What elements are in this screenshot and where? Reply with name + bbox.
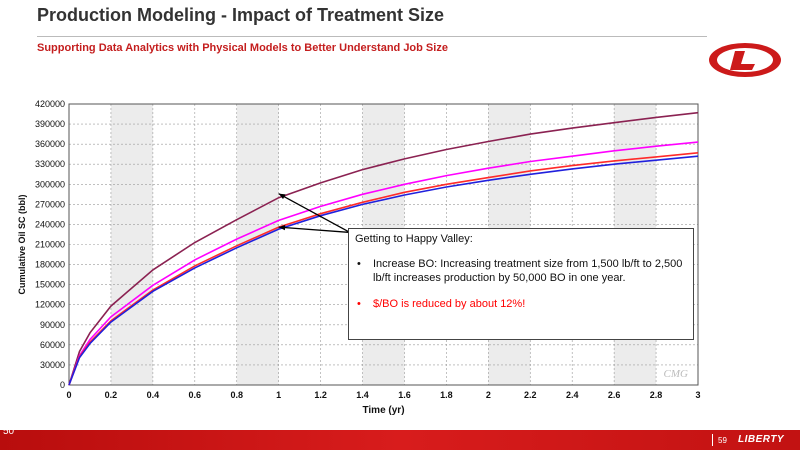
callout-bullet-1: • Increase BO: Increasing treatment size… [355, 257, 687, 285]
y-tick-label: 90000 [40, 320, 65, 330]
y-tick-label: 240000 [35, 219, 65, 229]
callout-list: • Increase BO: Increasing treatment size… [355, 257, 687, 311]
plot-frame [68, 103, 699, 386]
series-line [68, 111, 699, 386]
cmg-watermark: CMG [664, 368, 689, 380]
callout-bullet-text: Increase BO: Increasing treatment size f… [373, 258, 683, 284]
y-tick-label: 360000 [35, 139, 65, 149]
x-tick-label: 0.4 [147, 390, 160, 400]
y-tick-label: 330000 [35, 159, 65, 169]
y-tick-label: 120000 [35, 300, 65, 310]
bullet-glyph: • [357, 298, 361, 310]
x-tick-label: 1.2 [314, 390, 327, 400]
y-tick-label: 420000 [35, 99, 65, 109]
y-tick-label: 180000 [35, 260, 65, 270]
y-tick-label: 300000 [35, 179, 65, 189]
footer-divider [712, 434, 713, 446]
y-tick-label: 30000 [40, 360, 65, 370]
callout-bullet-2: • $/BO is reduced by about 12%! [355, 297, 687, 311]
x-tick-label: 1.6 [398, 390, 411, 400]
x-tick-label: 2.6 [608, 390, 621, 400]
x-tick-label: 1.4 [356, 390, 369, 400]
footer-left-label: 50 [3, 426, 15, 437]
x-tick-label: 2 [486, 390, 491, 400]
series-line [68, 155, 699, 386]
page-subtitle: Supporting Data Analytics with Physical … [37, 42, 448, 54]
x-axis-label: Time (yr) [362, 405, 404, 416]
series-line [68, 152, 699, 386]
callout-heading: Getting to Happy Valley: [355, 233, 473, 245]
x-tick-label: 2.2 [524, 390, 537, 400]
series-line [68, 141, 699, 386]
x-tick-label: 1 [276, 390, 281, 400]
annotation-arrow [278, 193, 351, 234]
page-number: 59 [718, 436, 727, 445]
y-axis-label: Cumulative Oil SC (bbl) [17, 194, 27, 294]
page-title: Production Modeling - Impact of Treatmen… [37, 5, 445, 25]
bullet-glyph: • [357, 258, 361, 270]
x-tick-label: 2.8 [650, 390, 663, 400]
x-tick-label: 0 [66, 390, 71, 400]
x-tick-label: 0.8 [230, 390, 243, 400]
y-tick-label: 210000 [35, 240, 65, 250]
annotation-arrowhead [278, 224, 286, 231]
x-tick-label: 1.8 [440, 390, 453, 400]
y-tick-label: 270000 [35, 199, 65, 209]
x-tick-label: 3 [695, 390, 700, 400]
x-tick-label: 2.4 [566, 390, 579, 400]
y-tick-label: 60000 [40, 340, 65, 350]
annotation-arrow [278, 226, 351, 234]
footer-brand: LIBERTY [738, 434, 785, 445]
y-tick-label: 150000 [35, 280, 65, 290]
y-tick-label: 390000 [35, 119, 65, 129]
x-tick-label: 0.6 [189, 390, 202, 400]
y-tick-label: 0 [60, 380, 65, 390]
x-tick-label: 0.2 [105, 390, 118, 400]
annotation-arrowhead [278, 193, 286, 200]
title-rule [37, 36, 707, 37]
footer-bar [0, 430, 800, 450]
callout-bullet-text: $/BO is reduced by about 12%! [373, 298, 526, 310]
callout-box: Getting to Happy Valley: • Increase BO: … [348, 228, 694, 340]
liberty-logo [709, 43, 781, 77]
